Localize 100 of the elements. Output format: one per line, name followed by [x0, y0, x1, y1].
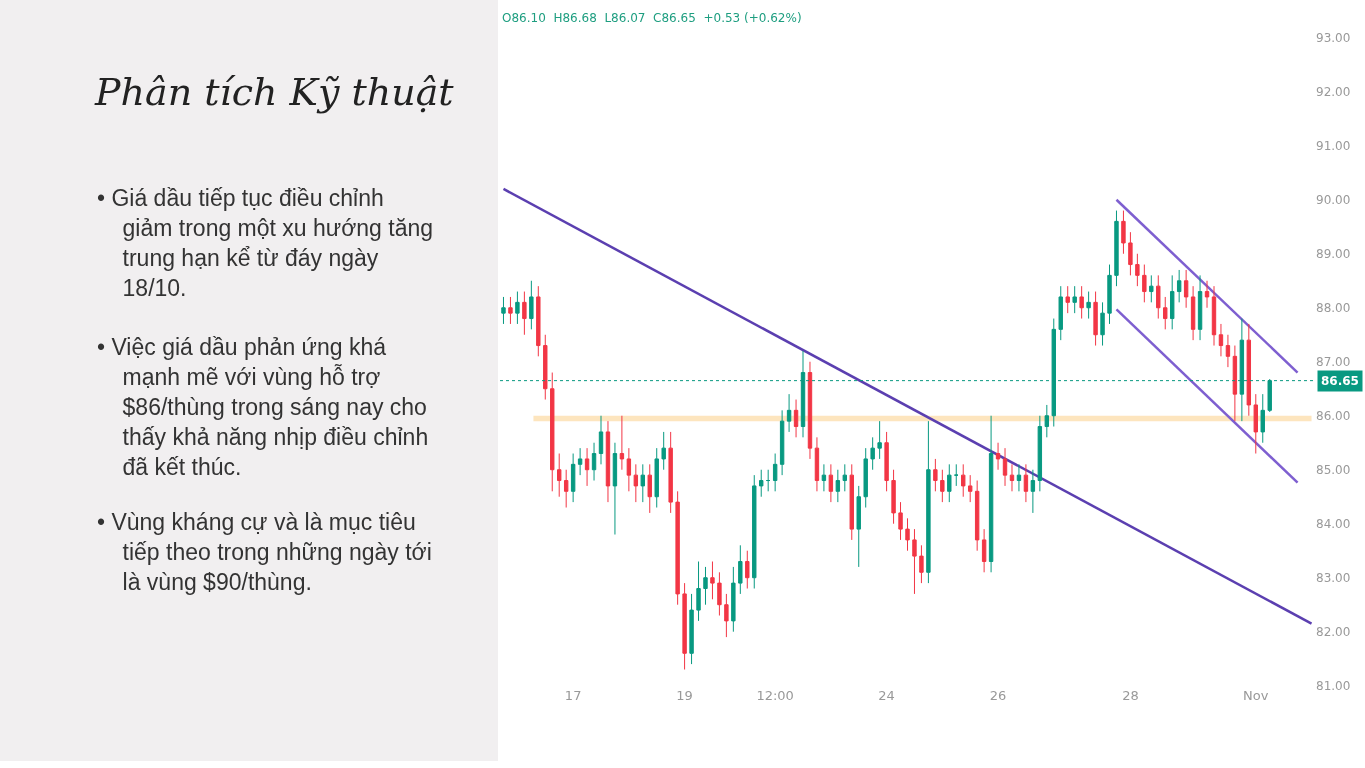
- candlestick: [947, 463, 952, 503]
- candlestick: [835, 469, 841, 503]
- candlestick: [933, 458, 938, 492]
- candlestick: [675, 490, 680, 606]
- y-tick-label: 89.00: [1316, 246, 1351, 261]
- candlestick: [1156, 274, 1161, 320]
- candlestick: [1246, 323, 1252, 417]
- candlestick: [654, 447, 659, 509]
- candlestick: [1044, 404, 1050, 438]
- candlestick: [598, 415, 604, 465]
- x-tick-label: 19: [676, 687, 693, 703]
- candlestick: [814, 436, 820, 492]
- candlestick: [961, 463, 966, 498]
- y-tick-label: 91.00: [1316, 138, 1351, 153]
- candlestick: [1197, 274, 1203, 341]
- candlestick: [1079, 285, 1084, 320]
- candlestick: [1163, 296, 1168, 330]
- annotation: O86.10 H86.68 L86.07 C86.65 +0.53 (+0.62%): [502, 11, 802, 25]
- candlestick: [640, 463, 646, 503]
- candlestick: [1030, 469, 1036, 514]
- x-tick-label: Nov: [1243, 687, 1269, 703]
- candlestick: [633, 463, 639, 503]
- candlestick: [1183, 269, 1189, 309]
- candlestick: [1135, 253, 1140, 287]
- candlestick: [1169, 274, 1175, 330]
- candlestick: [974, 480, 980, 552]
- candlestick: [870, 436, 875, 471]
- candlestick: [981, 528, 987, 573]
- candlestick: [765, 469, 771, 492]
- candlestick: [1149, 274, 1154, 303]
- y-tick-label: 90.00: [1316, 192, 1351, 207]
- candlestick: [1253, 393, 1258, 455]
- candlestick: [1023, 463, 1029, 503]
- candlestick: [557, 453, 562, 498]
- candlestick: [1176, 269, 1182, 303]
- candlestick: [988, 415, 994, 573]
- y-tick-label: 86.00: [1316, 408, 1351, 423]
- candlestick: [759, 469, 764, 498]
- candlestick: [745, 550, 750, 590]
- ref-line-label: 86.65: [1321, 374, 1359, 388]
- candlestick: [577, 447, 583, 476]
- candlestick: [522, 291, 527, 336]
- candlestick: [591, 442, 597, 482]
- candlestick: [584, 447, 590, 487]
- candlestick: [1225, 334, 1231, 368]
- candlestick: [710, 561, 715, 600]
- candlestick: [717, 571, 722, 616]
- candlestick: [1002, 447, 1008, 487]
- candlestick: [1114, 210, 1119, 287]
- candlestick: [605, 420, 611, 503]
- candlestick: [696, 561, 701, 622]
- candlestick: [703, 566, 708, 606]
- x-tick-label: 24: [878, 687, 895, 703]
- candlestick: [849, 463, 854, 541]
- candlestick: [543, 334, 548, 401]
- candlestick: [626, 447, 632, 492]
- candlestick: [1072, 285, 1077, 314]
- candlestick: [772, 453, 778, 492]
- x-tick-label: 17: [564, 687, 582, 703]
- candlestick: [752, 474, 757, 590]
- y-tick-label: 93.00: [1316, 30, 1351, 45]
- candlestick: [619, 415, 625, 471]
- candlestick: [786, 393, 792, 433]
- candlestick: [731, 566, 736, 633]
- x-tick-label: 28: [1122, 687, 1139, 703]
- candlestick: [967, 474, 973, 503]
- y-tick-label: 87.00: [1316, 354, 1351, 369]
- candlestick: [995, 442, 1001, 471]
- candlestick: [1100, 301, 1105, 347]
- candlestick: [898, 501, 903, 541]
- x-tick-label: 12:00: [756, 687, 794, 703]
- candlestick: [1190, 285, 1196, 341]
- candlestick: [919, 544, 924, 584]
- y-tick-label: 88.00: [1316, 300, 1351, 315]
- candlestick: [1121, 210, 1126, 255]
- y-tick-label: 84.00: [1316, 516, 1351, 531]
- candlestick: [550, 372, 555, 492]
- candlestick: [1204, 280, 1210, 309]
- candlestick: [1009, 463, 1015, 492]
- text: • Vùng kháng cự và là mục tiêu tiếp theo trong những ngày tới là vùng $90/thùng.: [97, 509, 432, 595]
- candlestick: [612, 442, 618, 536]
- candlestick: [1211, 285, 1217, 347]
- y-tick-label: 81.00: [1316, 678, 1351, 693]
- candlestick: [954, 463, 959, 487]
- text: • Giá dầu tiếp tục điều chỉnh giảm trong một xu hướng tăng trung hạn kể từ đáy ngày 18/10.: [97, 185, 434, 301]
- candlestick: [884, 431, 889, 492]
- candlestick: [842, 463, 848, 492]
- y-tick-label: 85.00: [1316, 462, 1351, 477]
- candlestick: [1218, 323, 1224, 357]
- candlestick: [877, 420, 882, 460]
- candlestick: [501, 296, 506, 325]
- candlestick: [1142, 264, 1147, 303]
- candlestick: [926, 420, 931, 584]
- candlestick: [828, 463, 834, 503]
- candlestick: [689, 593, 694, 665]
- candlestick: [1107, 264, 1112, 325]
- candlestick: [1058, 285, 1063, 341]
- candlestick: [515, 291, 520, 325]
- y-tick-label: 82.00: [1316, 624, 1351, 639]
- candlestick: [856, 485, 861, 568]
